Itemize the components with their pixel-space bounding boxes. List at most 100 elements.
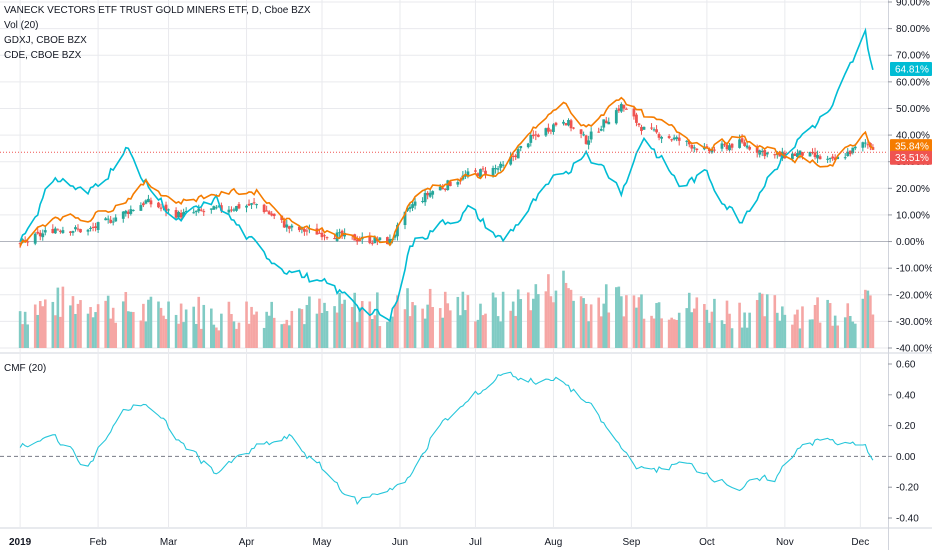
volume-bar bbox=[708, 322, 711, 348]
volume-bar bbox=[461, 291, 465, 348]
volume-bar bbox=[428, 288, 432, 348]
volume-bar bbox=[572, 300, 575, 348]
candle-body bbox=[199, 209, 203, 211]
candle-body bbox=[657, 134, 661, 138]
legend-gdxj[interactable]: GDXJ, CBOE BZX bbox=[4, 35, 87, 46]
volume-bar bbox=[303, 324, 306, 348]
candle-body bbox=[177, 212, 181, 218]
candle-body bbox=[441, 188, 445, 190]
legend-cmf[interactable]: CMF (20) bbox=[4, 363, 47, 374]
volume-bar bbox=[848, 315, 852, 348]
volume-bar bbox=[853, 323, 857, 348]
volume-bar bbox=[232, 321, 236, 348]
volume-bar bbox=[74, 313, 77, 348]
candle-body bbox=[428, 192, 432, 197]
volume-bar bbox=[338, 292, 341, 348]
volume-bar bbox=[343, 299, 346, 348]
volume-bar bbox=[632, 295, 636, 348]
volume-bar bbox=[846, 303, 850, 348]
candle-body bbox=[287, 226, 291, 229]
volume-bar bbox=[71, 296, 75, 348]
volume-bar bbox=[836, 325, 839, 348]
y-tick-label: 40.00% bbox=[896, 131, 930, 142]
candle-body bbox=[94, 226, 97, 228]
volume-bar bbox=[250, 306, 253, 348]
volume-bar bbox=[340, 303, 344, 348]
volume-bar bbox=[494, 297, 497, 348]
y-tick-label: 50.00% bbox=[896, 104, 930, 115]
legend-vol[interactable]: Vol (20) bbox=[4, 20, 39, 31]
candle-body bbox=[637, 123, 641, 126]
volume-bar bbox=[667, 319, 671, 348]
candle-body bbox=[677, 137, 681, 141]
candle-body bbox=[318, 232, 321, 234]
y-tick-label: 10.00% bbox=[896, 210, 930, 221]
volume-bar bbox=[519, 299, 523, 348]
volume-bar bbox=[121, 301, 125, 348]
volume-bar bbox=[474, 321, 477, 348]
candle-body bbox=[144, 200, 148, 204]
legend-main[interactable]: VANECK VECTORS ETF TRUST GOLD MINERS ETF… bbox=[4, 5, 311, 16]
volume-bar bbox=[247, 323, 251, 348]
volume-bar bbox=[615, 287, 618, 348]
candle-body bbox=[710, 149, 714, 153]
volume-bar bbox=[237, 322, 241, 348]
volume-bar bbox=[443, 291, 447, 348]
volume-bar bbox=[333, 306, 336, 348]
volume-bar bbox=[481, 315, 485, 348]
volume-bar bbox=[584, 303, 588, 348]
badge-gdxj: 35.84% bbox=[895, 142, 929, 153]
volume-bar bbox=[738, 302, 741, 348]
candle-body bbox=[368, 235, 372, 244]
volume-bar bbox=[280, 324, 284, 348]
candle-body bbox=[466, 171, 470, 176]
y-tick-label: 80.00% bbox=[896, 24, 930, 35]
badge-gdx-bg bbox=[890, 150, 932, 165]
candle-body bbox=[552, 124, 555, 132]
volume-bar bbox=[174, 314, 178, 348]
candle-body bbox=[323, 235, 326, 237]
candle-body bbox=[71, 231, 75, 233]
candle-body bbox=[53, 228, 57, 234]
candle-body bbox=[396, 224, 399, 237]
volume-bar bbox=[147, 299, 150, 348]
volume-bar bbox=[33, 304, 37, 348]
volume-bar bbox=[358, 307, 362, 348]
volume-bar bbox=[51, 301, 55, 348]
volume-bar bbox=[194, 323, 198, 348]
candle-body bbox=[851, 147, 855, 154]
y-tick-label: 60.00% bbox=[896, 77, 930, 88]
volume-bar bbox=[355, 322, 359, 348]
candle-body bbox=[604, 120, 608, 124]
candle-body bbox=[302, 229, 306, 232]
candle-body bbox=[589, 131, 593, 140]
volume-bar bbox=[763, 316, 767, 348]
volume-bar bbox=[144, 321, 148, 348]
volume-bar bbox=[828, 303, 832, 348]
y-tick-label: -40.00% bbox=[896, 344, 932, 355]
volume-bar bbox=[139, 320, 143, 348]
volume-bar bbox=[843, 317, 847, 348]
candle-body bbox=[343, 232, 347, 237]
volume-bar bbox=[730, 328, 734, 348]
candle-body bbox=[798, 150, 802, 155]
volume-bar bbox=[693, 308, 696, 348]
candle-body bbox=[494, 168, 497, 170]
volume-bar bbox=[179, 303, 183, 348]
candle-body bbox=[109, 219, 113, 223]
candle-body bbox=[456, 182, 460, 185]
volume-bar bbox=[335, 312, 339, 348]
volume-bar bbox=[569, 289, 573, 348]
candle-body bbox=[607, 121, 611, 125]
candle-body bbox=[61, 230, 65, 234]
volume-bar bbox=[290, 310, 294, 348]
volume-bar bbox=[851, 321, 855, 348]
candle-body bbox=[237, 204, 241, 209]
legend-cde[interactable]: CDE, CBOE BZX bbox=[4, 50, 82, 61]
candle-body bbox=[723, 144, 726, 146]
candle-body bbox=[217, 205, 221, 207]
candle-body bbox=[614, 110, 618, 124]
volume-bar bbox=[818, 322, 822, 348]
volume-bar bbox=[861, 298, 865, 348]
candle-body bbox=[194, 210, 198, 213]
